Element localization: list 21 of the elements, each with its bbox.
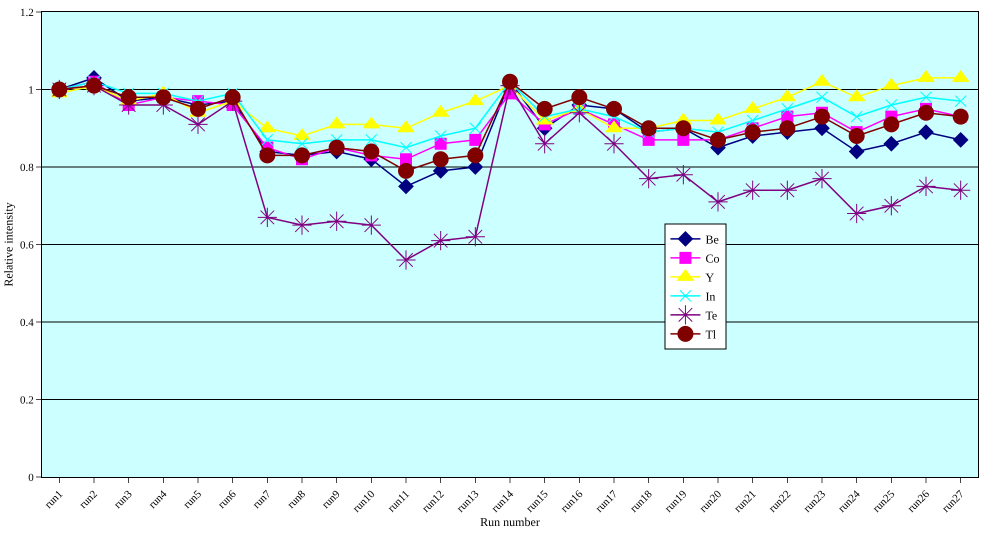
y-tick-label: 0.2 bbox=[20, 394, 34, 406]
y-tick-label: 0 bbox=[28, 472, 34, 484]
x-tick-label: run2 bbox=[77, 488, 100, 511]
y-tick-label: 0.4 bbox=[20, 316, 34, 329]
y-tick-label: 1 bbox=[28, 84, 34, 96]
x-axis-title: Run number bbox=[480, 514, 540, 529]
x-tick-label: run8 bbox=[285, 488, 308, 511]
legend-label: In bbox=[705, 290, 716, 304]
legend-label: Y bbox=[705, 270, 714, 285]
legend-label: Co bbox=[705, 252, 720, 266]
y-tick-label: 0.8 bbox=[20, 162, 34, 174]
legend-label: Be bbox=[705, 232, 719, 247]
y-tick-label: 0.6 bbox=[20, 239, 34, 252]
x-tick-label: run3 bbox=[112, 488, 136, 511]
legend-label: Te bbox=[705, 308, 718, 323]
x-tick-label: run1 bbox=[42, 488, 66, 511]
x-tick-label: run9 bbox=[320, 488, 344, 511]
y-tick-label: 1.2 bbox=[20, 6, 34, 19]
x-tick-label: run4 bbox=[146, 488, 170, 511]
y-axis-title: Relative intensity bbox=[1, 202, 16, 287]
legend-label: Tl bbox=[705, 328, 717, 342]
